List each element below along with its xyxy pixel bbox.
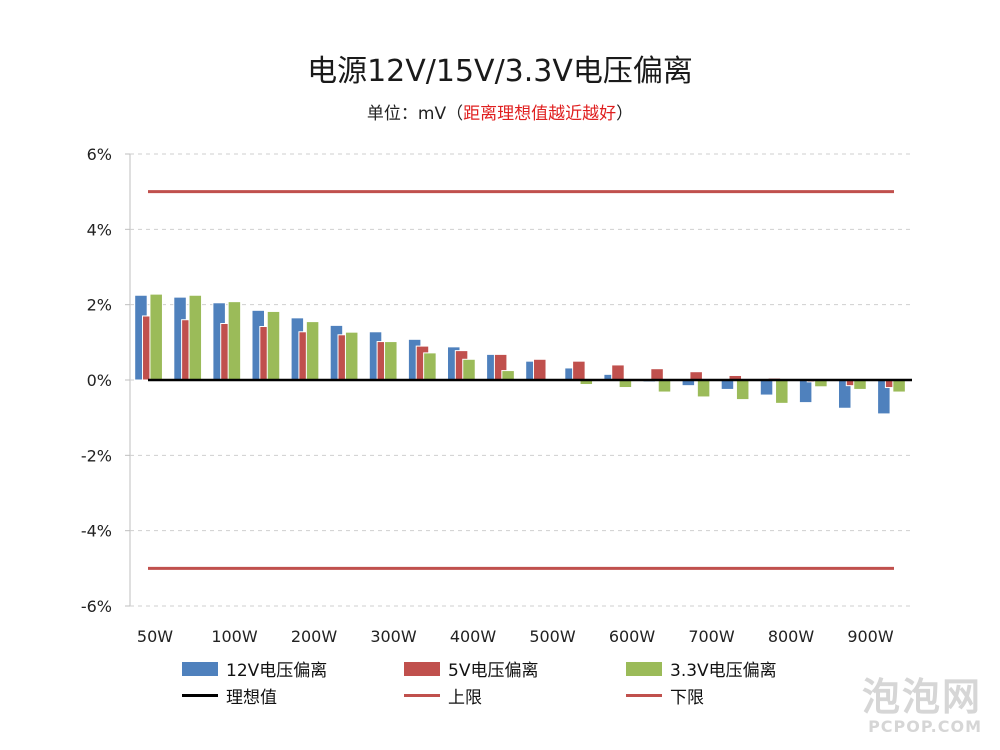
- x-tick-label: 400W: [450, 627, 497, 646]
- bar: [188, 294, 203, 381]
- bar: [775, 379, 789, 404]
- bar: [759, 379, 774, 396]
- subtitle-highlight: 距离理想值越近越好: [463, 104, 617, 124]
- watermark-text: 泡泡网: [861, 675, 982, 719]
- chart-subtitle: 单位：mV（距离理想值越近越好）: [0, 99, 1000, 124]
- bar: [611, 364, 625, 381]
- legend-swatch: [404, 661, 440, 676]
- legend-swatch: [182, 694, 218, 697]
- legend-swatch: [182, 661, 218, 676]
- legend-label: 理想值: [226, 688, 277, 708]
- legend-label: 3.3V电压偏离: [670, 661, 777, 681]
- bar: [735, 379, 750, 401]
- watermark-logo: 泡泡网 PCPOP.COM: [862, 677, 982, 736]
- bar: [853, 379, 867, 390]
- legend-item-3v3: 3.3V电压偏离: [626, 656, 777, 681]
- bar: [305, 321, 320, 381]
- legend-item-ideal: 理想值: [182, 683, 277, 708]
- bar: [892, 379, 906, 393]
- bar: [384, 341, 398, 381]
- y-tick-label: -2%: [81, 446, 112, 465]
- bar: [650, 368, 664, 381]
- bar: [696, 379, 711, 398]
- bar: [572, 360, 586, 381]
- x-tick-label: 50W: [137, 627, 173, 646]
- y-tick-label: 2%: [87, 296, 112, 315]
- legend-swatch: [626, 694, 662, 697]
- bar: [720, 379, 735, 390]
- x-tick-label: 200W: [291, 627, 338, 646]
- bar: [266, 310, 281, 381]
- x-tick-label: 900W: [847, 627, 894, 646]
- bar: [462, 358, 476, 381]
- bar: [149, 293, 163, 381]
- legend-item-upper: 上限: [404, 683, 482, 708]
- bar: [423, 352, 437, 381]
- x-tick-label: 500W: [529, 627, 576, 646]
- x-tick-label: 300W: [370, 627, 417, 646]
- x-tick-label: 100W: [211, 627, 258, 646]
- bar: [501, 370, 515, 381]
- bar: [344, 331, 359, 381]
- legend-item-5v: 5V电压偏离: [404, 656, 538, 681]
- y-tick-label: -4%: [81, 522, 112, 541]
- y-tick-label: 4%: [87, 220, 112, 239]
- x-tick-label: 600W: [609, 627, 656, 646]
- watermark-domain: PCPOP.COM: [868, 717, 982, 736]
- subtitle-prefix: 单位：mV（: [366, 104, 464, 124]
- bar: [227, 301, 242, 381]
- y-tick-label: 0%: [87, 371, 112, 390]
- y-tick-label: 6%: [87, 145, 112, 164]
- legend-label: 12V电压偏离: [226, 661, 328, 681]
- legend-swatch: [404, 694, 440, 697]
- y-tick-label: -6%: [81, 597, 112, 616]
- legend-item-12v: 12V电压偏离: [182, 656, 327, 681]
- bar: [657, 379, 672, 393]
- bar: [798, 379, 813, 404]
- legend-label: 下限: [670, 688, 704, 708]
- legend-label: 上限: [448, 688, 482, 708]
- x-tick-label: 800W: [768, 627, 815, 646]
- bar: [533, 358, 547, 381]
- chart-title: 电源12V/15V/3.3V电压偏离: [307, 54, 693, 89]
- subtitle-suffix: ）: [616, 104, 634, 124]
- legend-label: 5V电压偏离: [448, 661, 539, 681]
- x-tick-label: 700W: [688, 627, 735, 646]
- legend-item-lower: 下限: [626, 683, 704, 708]
- legend-swatch: [626, 661, 662, 676]
